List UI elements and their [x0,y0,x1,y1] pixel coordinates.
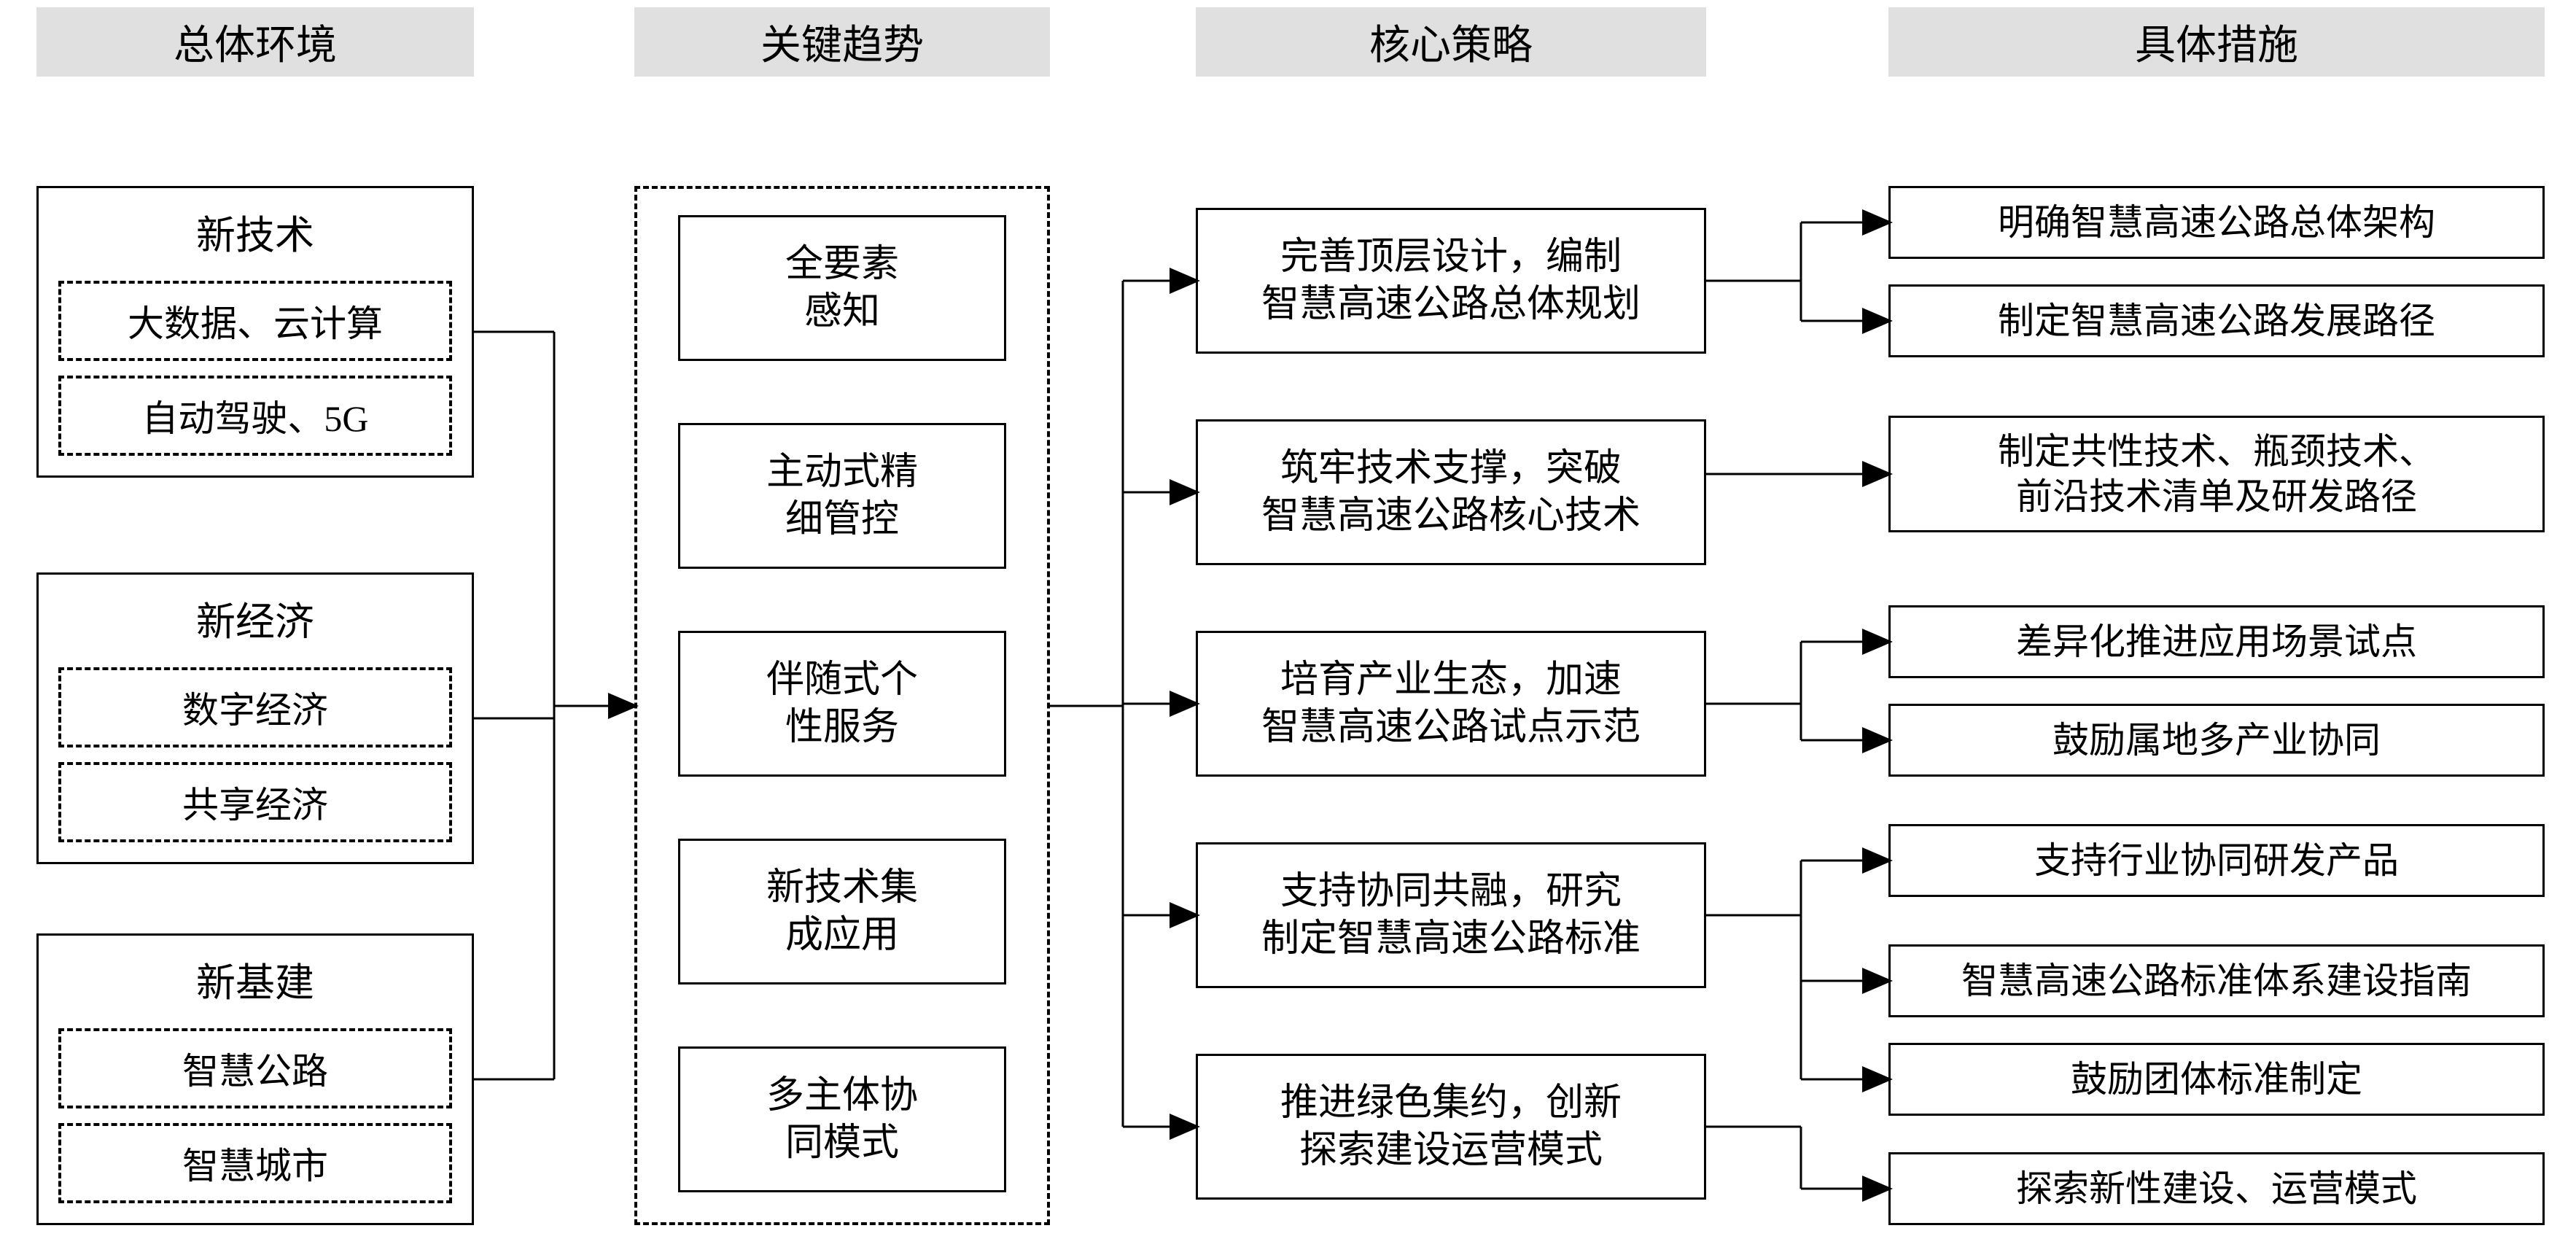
col3-item-label: 完善顶层设计，编制智慧高速公路总体规划 [1261,233,1641,328]
col2-item-label: 多主体协同模式 [766,1072,918,1167]
col3-item-label: 支持协同共融，研究制定智慧高速公路标准 [1261,868,1641,963]
col4-item: 智慧高速公路标准体系建设指南 [1888,944,2545,1017]
col2-item-label: 伴随式个性服务 [766,656,918,751]
col4-item-label: 支持行业协同研发产品 [2034,838,2399,884]
col1-sub-item: 数字经济 [58,667,452,747]
col2-item: 主动式精细管控 [678,423,1006,569]
col4-item: 制定共性技术、瓶颈技术、前沿技术清单及研发路径 [1888,416,2545,532]
col3-item: 筑牢技术支撑，突破智慧高速公路核心技术 [1196,419,1706,565]
col1-sub-item: 智慧城市 [58,1123,452,1203]
col3-item-label: 筑牢技术支撑，突破智慧高速公路核心技术 [1261,445,1641,540]
col4-item: 明确智慧高速公路总体架构 [1888,186,2545,259]
col1-sub-item: 共享经济 [58,762,452,842]
col4-item: 差异化推进应用场景试点 [1888,605,2545,678]
header-col4-label: 具体措施 [2135,12,2298,71]
col4-item-label: 智慧高速公路标准体系建设指南 [1961,958,2472,1004]
header-col2-label: 关键趋势 [760,12,924,71]
col1-sub-label: 数字经济 [182,681,328,734]
col1-sub-label: 自动驾驶、5G [141,389,368,442]
col3-item-label: 培育产业生态，加速智慧高速公路试点示范 [1261,656,1641,751]
col3-item: 完善顶层设计，编制智慧高速公路总体规划 [1196,208,1706,354]
col1-sub-item: 大数据、云计算 [58,281,452,361]
col3-item: 培育产业生态，加速智慧高速公路试点示范 [1196,631,1706,777]
col3-item-label: 推进绿色集约，创新探索建设运营模式 [1280,1079,1622,1174]
col2-item-label: 主动式精细管控 [766,448,918,543]
col1-sub-label: 智慧公路 [182,1042,328,1095]
col3-item: 推进绿色集约，创新探索建设运营模式 [1196,1054,1706,1200]
col1-group-title: 新技术 [39,188,472,260]
col4-item-label: 探索新性建设、运营模式 [2016,1166,2417,1212]
header-col1-label: 总体环境 [174,12,337,71]
col2-item-label: 新技术集成应用 [766,864,918,959]
col4-item: 支持行业协同研发产品 [1888,824,2545,897]
col1-sub-label: 共享经济 [182,776,328,828]
col4-item: 鼓励属地多产业协同 [1888,704,2545,777]
col3-item: 支持协同共融，研究制定智慧高速公路标准 [1196,842,1706,988]
header-col1: 总体环境 [36,7,474,77]
header-col3: 核心策略 [1196,7,1706,77]
header-col3-label: 核心策略 [1369,12,1533,71]
col4-item-label: 制定共性技术、瓶颈技术、前沿技术清单及研发路径 [1998,429,2435,520]
col4-item: 探索新性建设、运营模式 [1888,1152,2545,1225]
col4-item-label: 差异化推进应用场景试点 [2016,619,2417,665]
col4-item: 鼓励团体标准制定 [1888,1043,2545,1116]
col4-item-label: 鼓励团体标准制定 [2071,1057,2362,1103]
col1-group-title: 新经济 [39,575,472,647]
col1-sub-item: 智慧公路 [58,1028,452,1108]
col2-item: 多主体协同模式 [678,1046,1006,1192]
col4-item: 制定智慧高速公路发展路径 [1888,284,2545,357]
col1-sub-item: 自动驾驶、5G [58,376,452,456]
header-col4: 具体措施 [1888,7,2545,77]
col2-item-label: 全要素感知 [785,241,899,335]
col1-sub-label: 智慧城市 [182,1137,328,1189]
col4-item-label: 鼓励属地多产业协同 [2052,718,2381,764]
col1-sub-label: 大数据、云计算 [128,295,383,347]
col1-group-title: 新基建 [39,936,472,1008]
col4-item-label: 制定智慧高速公路发展路径 [1998,298,2435,344]
col2-item: 伴随式个性服务 [678,631,1006,777]
header-col2: 关键趋势 [634,7,1050,77]
col4-item-label: 明确智慧高速公路总体架构 [1998,200,2435,246]
col2-item: 新技术集成应用 [678,839,1006,984]
col2-item: 全要素感知 [678,215,1006,361]
